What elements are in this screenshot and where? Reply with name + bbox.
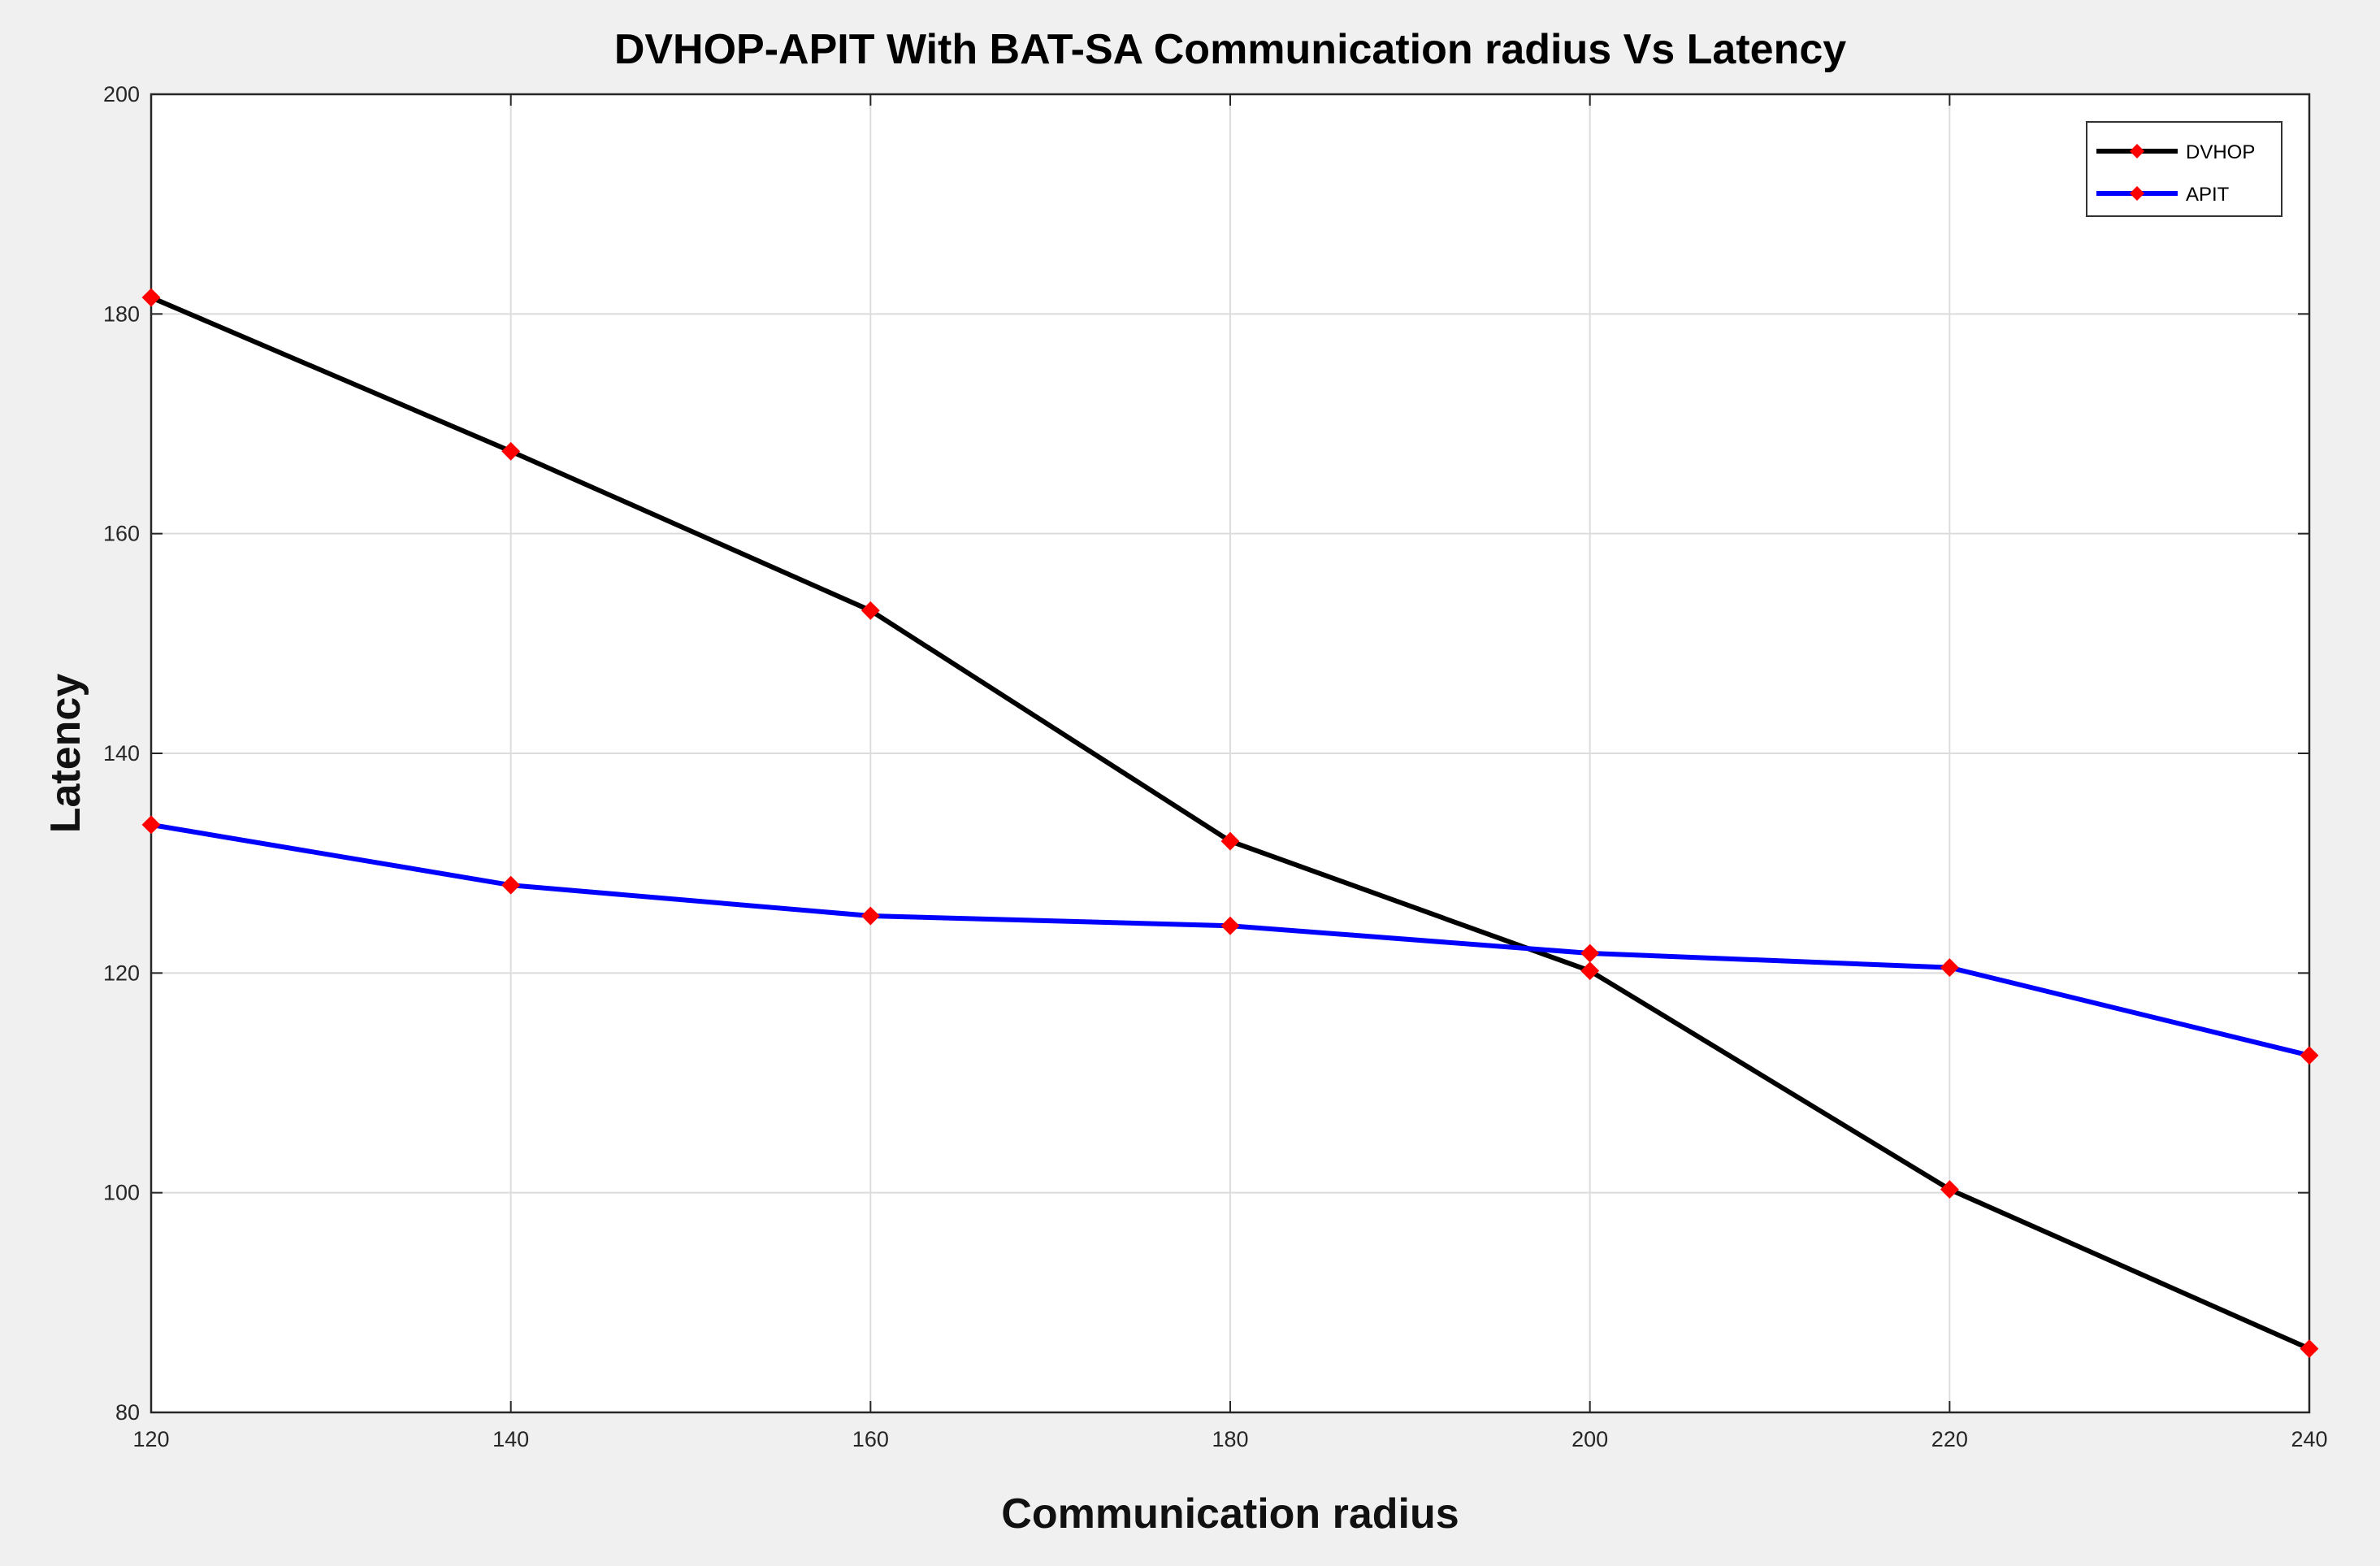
data-point-dvhop <box>141 288 161 307</box>
data-point-apit <box>2300 1046 2319 1065</box>
x-tick-label: 220 <box>1931 1427 1968 1451</box>
y-tick-label: 160 <box>103 522 140 546</box>
data-point-dvhop <box>501 441 521 461</box>
data-point-dvhop <box>861 601 880 620</box>
data-point-apit <box>1580 944 1600 963</box>
y-tick-label: 180 <box>103 301 140 326</box>
data-point-apit <box>501 875 521 895</box>
data-point-dvhop <box>2300 1339 2319 1359</box>
x-tick-label: 180 <box>1212 1427 1248 1451</box>
data-point-dvhop <box>1220 831 1240 851</box>
y-tick-label: 100 <box>103 1181 140 1205</box>
tick-labels: 120 140 160 180 200 220 240 80 100 120 140 160 180 20… <box>103 82 2328 1451</box>
axes <box>150 93 2311 1414</box>
y-tick-label: 120 <box>103 961 140 985</box>
data-point-dvhop <box>1940 1180 1959 1199</box>
x-axis-title: Communication radius <box>1001 1490 1459 1538</box>
data-point-apit <box>141 815 161 835</box>
y-tick-label: 80 <box>115 1400 140 1425</box>
axes-box <box>150 93 2311 1414</box>
data-point-apit <box>1220 916 1240 935</box>
data-point-apit <box>1940 958 1959 977</box>
legend-box <box>2086 121 2282 217</box>
legend-label-dvhop: DVHOP <box>2186 141 2255 163</box>
series-lines <box>141 288 2319 1359</box>
data-point-apit <box>861 906 880 926</box>
legend: DVHOP APIT <box>2086 121 2282 217</box>
chart-title: DVHOP-APIT With BAT-SA Communication rad… <box>614 26 1846 73</box>
x-tick-label: 160 <box>852 1427 889 1451</box>
legend-label-apit: APIT <box>2186 184 2230 206</box>
x-tick-label: 200 <box>1571 1427 1608 1451</box>
legend-marker-dvhop <box>2130 144 2144 158</box>
y-tick-label: 140 <box>103 741 140 766</box>
y-axis-title: Latency <box>42 674 89 834</box>
legend-marker-apit <box>2130 186 2144 201</box>
x-tick-label: 140 <box>492 1427 529 1451</box>
y-tick-label: 200 <box>103 82 140 106</box>
x-tick-label: 120 <box>132 1427 169 1451</box>
x-tick-label: 240 <box>2291 1427 2327 1451</box>
data-point-dvhop <box>1580 961 1600 981</box>
